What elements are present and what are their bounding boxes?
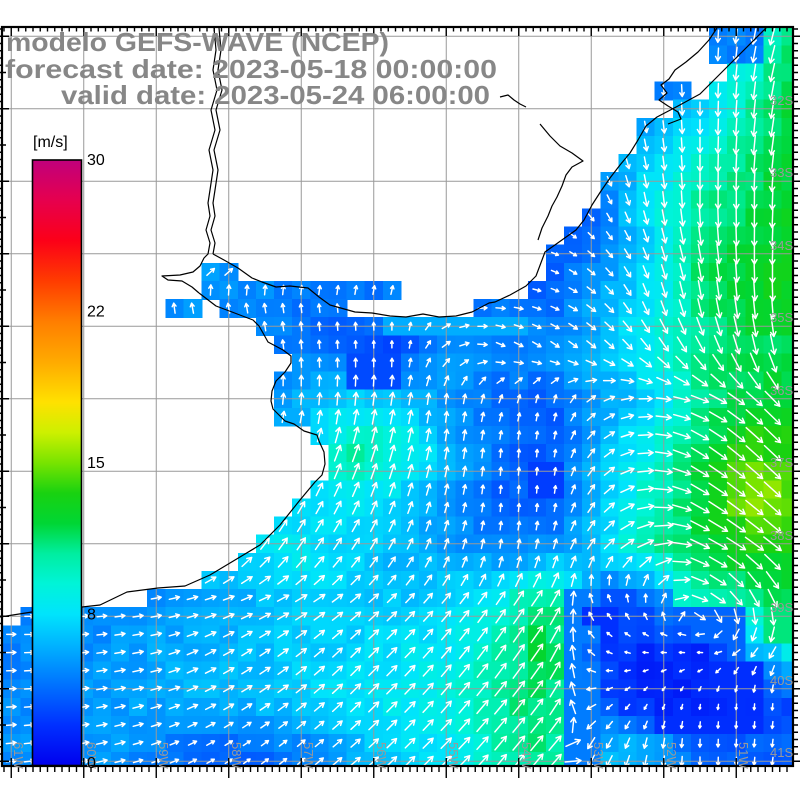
svg-text:52W: 52W [664,742,679,769]
svg-text:30: 30 [87,152,105,169]
svg-text:40S: 40S [770,673,793,688]
svg-text:[m/s]: [m/s] [33,134,68,151]
svg-text:35S: 35S [770,310,793,325]
svg-text:56W: 56W [374,742,389,769]
svg-text:51W: 51W [736,742,751,769]
svg-text:32S: 32S [770,93,793,108]
svg-text:54W: 54W [519,742,534,769]
svg-text:0: 0 [87,755,96,772]
svg-text:41S: 41S [770,745,793,760]
svg-text:8: 8 [87,607,96,624]
svg-text:58W: 58W [229,742,244,769]
svg-text:15: 15 [87,455,105,472]
svg-text:36S: 36S [770,383,793,398]
svg-text:34S: 34S [770,238,793,253]
svg-text:57W: 57W [301,742,316,769]
svg-text:61W: 61W [11,742,26,769]
svg-text:55W: 55W [446,742,461,769]
svg-text:37S: 37S [770,455,793,470]
svg-text:valid date: 2023-05-24 06:00:0: valid date: 2023-05-24 06:00:00 [61,80,490,110]
svg-text:38S: 38S [770,528,793,543]
svg-text:33S: 33S [770,165,793,180]
svg-text:22: 22 [87,304,105,321]
svg-text:modelo GEFS-WAVE (NCEP): modelo GEFS-WAVE (NCEP) [6,27,389,57]
svg-text:59W: 59W [156,742,171,769]
svg-text:53W: 53W [591,742,606,769]
svg-text:39S: 39S [770,600,793,615]
